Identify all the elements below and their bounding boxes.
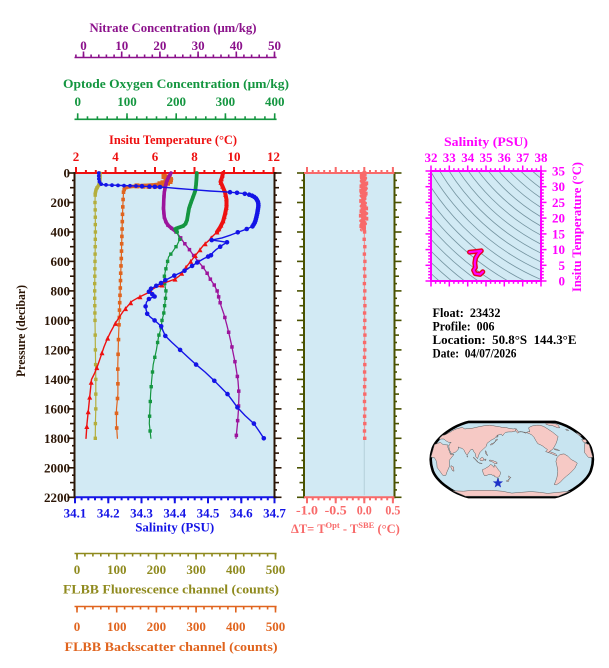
svg-text:500: 500 [266, 562, 286, 577]
svg-text:1800: 1800 [44, 431, 70, 446]
svg-text:Insitu Temperature (°C): Insitu Temperature (°C) [569, 162, 584, 292]
svg-text:34.3: 34.3 [130, 506, 153, 521]
svg-text:50: 50 [268, 38, 281, 53]
svg-text:35: 35 [480, 150, 494, 165]
svg-text:34.4: 34.4 [163, 506, 186, 521]
svg-text:FLBB Backscatter channel (coun: FLBB Backscatter channel (counts) [65, 639, 278, 654]
svg-text:0: 0 [74, 619, 81, 634]
svg-text:4: 4 [112, 149, 119, 164]
svg-text:ΔT= TOpt - TSBE (°C): ΔT= TOpt - TSBE (°C) [291, 520, 400, 536]
svg-text:400: 400 [226, 619, 246, 634]
svg-text:40: 40 [230, 38, 243, 53]
svg-text:0: 0 [74, 94, 81, 109]
svg-text:Float: 23432: Float: 23432 [433, 306, 501, 320]
svg-text:800: 800 [51, 283, 71, 298]
svg-text:15: 15 [552, 226, 566, 241]
svg-text:12: 12 [267, 149, 280, 164]
svg-text:20: 20 [153, 38, 166, 53]
svg-text:6: 6 [152, 149, 159, 164]
svg-text:Salinity (PSU): Salinity (PSU) [135, 520, 214, 535]
svg-text:200: 200 [51, 195, 71, 210]
svg-text:20: 20 [552, 211, 565, 226]
svg-text:32: 32 [425, 150, 438, 165]
svg-text:Pressure (decibar): Pressure (decibar) [13, 285, 28, 377]
svg-text:0: 0 [559, 274, 566, 289]
svg-text:36: 36 [498, 150, 512, 165]
svg-text:8: 8 [191, 149, 198, 164]
svg-text:1200: 1200 [44, 342, 70, 357]
svg-text:Date: 04/07/2026: Date: 04/07/2026 [433, 347, 517, 361]
svg-text:10: 10 [552, 242, 565, 257]
svg-text:500: 500 [266, 619, 286, 634]
svg-text:34: 34 [461, 150, 475, 165]
svg-text:0.0: 0.0 [357, 503, 372, 518]
svg-text:Profile: 006: Profile: 006 [433, 320, 495, 334]
svg-text:200: 200 [147, 619, 167, 634]
svg-text:34.6: 34.6 [230, 506, 253, 521]
svg-text:0: 0 [64, 166, 71, 181]
svg-text:600: 600 [51, 254, 71, 269]
svg-text:38: 38 [535, 150, 549, 165]
svg-text:34.7: 34.7 [263, 506, 286, 521]
svg-text:Salinity (PSU): Salinity (PSU) [444, 134, 528, 149]
svg-text:Optode Oxygen Concentration (μ: Optode Oxygen Concentration (μm/kg) [63, 76, 289, 91]
svg-text:-1.0: -1.0 [296, 503, 318, 518]
svg-text:300: 300 [186, 562, 206, 577]
svg-text:34.1: 34.1 [64, 506, 87, 521]
svg-text:0: 0 [74, 562, 81, 577]
svg-text:100: 100 [107, 619, 127, 634]
svg-text:33: 33 [443, 150, 457, 165]
svg-text:300: 300 [186, 619, 206, 634]
svg-text:2200: 2200 [44, 490, 70, 505]
svg-text:34.2: 34.2 [97, 506, 120, 521]
svg-text:400: 400 [265, 94, 285, 109]
svg-text:-0.5: -0.5 [325, 503, 348, 518]
svg-text:10: 10 [115, 38, 128, 53]
svg-text:0.5: 0.5 [385, 503, 400, 518]
svg-text:Nitrate Concentration (μm/kg): Nitrate Concentration (μm/kg) [90, 20, 257, 35]
svg-text:100: 100 [117, 94, 137, 109]
svg-text:FLBB Fluorescence channel (cou: FLBB Fluorescence channel (counts) [63, 582, 279, 597]
svg-text:Location: 50.8°S 144.3°E: Location: 50.8°S 144.3°E [433, 333, 577, 347]
svg-text:2: 2 [73, 149, 80, 164]
svg-text:200: 200 [147, 562, 167, 577]
svg-text:25: 25 [552, 195, 566, 210]
svg-text:1400: 1400 [44, 372, 70, 387]
svg-text:35: 35 [552, 164, 566, 179]
svg-text:1000: 1000 [44, 313, 70, 328]
svg-text:200: 200 [166, 94, 186, 109]
svg-text:34.5: 34.5 [197, 506, 220, 521]
svg-text:300: 300 [216, 94, 236, 109]
svg-text:0: 0 [80, 38, 87, 53]
svg-text:30: 30 [552, 179, 565, 194]
svg-text:5: 5 [559, 258, 566, 273]
svg-text:37: 37 [516, 150, 530, 165]
svg-text:30: 30 [192, 38, 205, 53]
svg-text:400: 400 [226, 562, 246, 577]
svg-text:Insitu Temperature (°C): Insitu Temperature (°C) [109, 132, 237, 147]
svg-text:2000: 2000 [44, 460, 70, 475]
svg-text:1600: 1600 [44, 401, 70, 416]
svg-text:10: 10 [228, 149, 241, 164]
svg-text:400: 400 [51, 225, 71, 240]
svg-text:100: 100 [107, 562, 127, 577]
